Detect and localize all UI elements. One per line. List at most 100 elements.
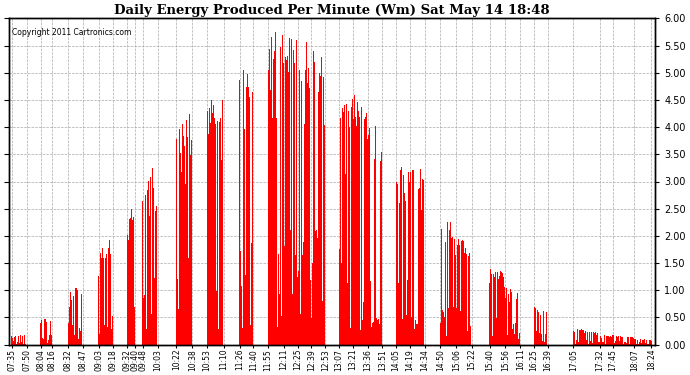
Bar [625,342,626,345]
Bar [469,248,471,345]
Bar [155,210,156,345]
Bar [444,316,445,345]
Bar [310,280,311,345]
Bar [245,275,246,345]
Bar [577,328,578,345]
Bar [307,83,308,345]
Bar [573,331,574,345]
Bar [250,326,251,345]
Bar [613,335,614,345]
Bar [443,312,444,345]
Bar [508,294,509,345]
Bar [452,237,453,345]
Bar [615,341,616,345]
Bar [593,333,595,345]
Bar [185,184,186,345]
Bar [413,170,415,345]
Bar [623,344,624,345]
Bar [586,332,588,345]
Bar [355,117,356,345]
Bar [454,239,455,345]
Bar [77,290,79,345]
Bar [40,323,41,345]
Bar [49,335,50,345]
Bar [15,336,17,345]
Bar [75,291,77,345]
Bar [542,341,544,345]
Bar [619,341,620,345]
Bar [248,87,249,345]
Bar [208,134,210,345]
Bar [277,327,279,345]
Bar [540,315,542,345]
Bar [247,74,248,345]
Bar [241,286,242,345]
Bar [48,340,49,345]
Bar [597,333,598,345]
Bar [151,314,152,345]
Bar [112,316,113,345]
Bar [206,111,208,345]
Bar [47,343,48,345]
Bar [604,335,605,345]
Bar [340,118,342,345]
Bar [143,201,144,345]
Bar [607,336,609,345]
Bar [372,322,373,345]
Bar [358,111,359,345]
Bar [638,344,639,345]
Bar [284,246,286,345]
Bar [546,312,547,345]
Bar [239,80,240,345]
Bar [189,114,190,345]
Bar [273,59,275,345]
Bar [344,105,346,345]
Bar [222,100,224,345]
Bar [70,300,72,345]
Bar [182,124,183,345]
Bar [313,51,314,345]
Bar [455,308,457,345]
Bar [356,126,357,345]
Bar [362,320,363,345]
Bar [501,272,502,345]
Bar [518,339,519,345]
Bar [220,118,221,345]
Bar [109,240,110,345]
Bar [190,140,192,345]
Bar [503,277,504,345]
Bar [354,95,355,345]
Bar [324,124,325,345]
Bar [318,92,319,345]
Bar [240,251,241,345]
Bar [409,182,411,345]
Bar [519,333,520,345]
Bar [363,302,364,345]
Bar [22,336,23,345]
Bar [242,328,243,345]
Bar [106,254,107,345]
Bar [215,124,217,345]
Bar [640,339,641,345]
Bar [102,248,103,345]
Bar [110,254,111,345]
Bar [129,219,130,345]
Bar [268,49,270,345]
Bar [402,175,404,345]
Bar [368,135,369,345]
Bar [353,119,354,345]
Bar [621,337,622,345]
Bar [146,329,148,345]
Bar [632,337,633,345]
Bar [221,160,222,345]
Bar [315,231,316,345]
Bar [317,238,318,345]
Bar [50,321,51,345]
Text: Copyright 2011 Cartronics.com: Copyright 2011 Cartronics.com [12,28,132,37]
Bar [441,229,442,345]
Bar [366,114,367,345]
Bar [213,105,215,345]
Bar [643,340,644,345]
Bar [219,122,220,345]
Bar [515,323,516,345]
